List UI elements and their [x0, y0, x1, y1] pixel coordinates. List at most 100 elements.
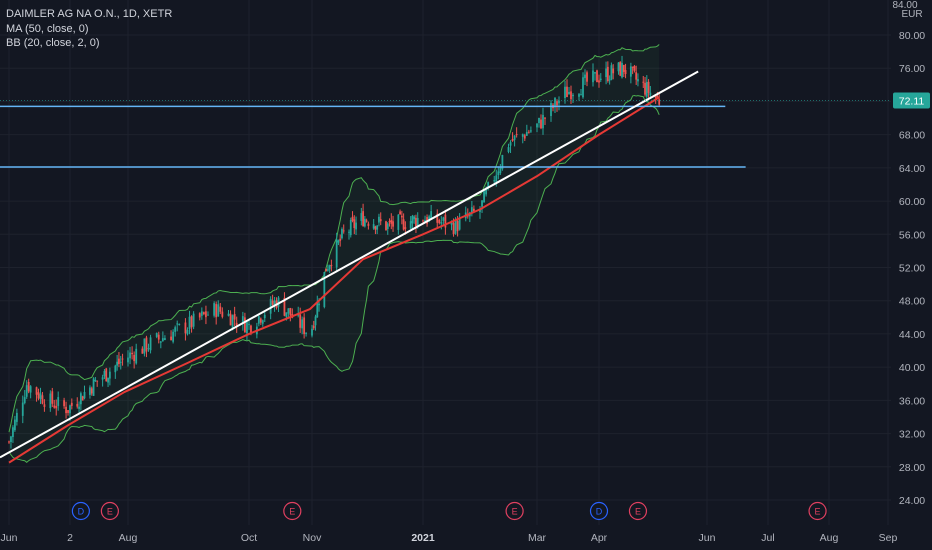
candle-body [35, 387, 38, 395]
candle-body [316, 301, 319, 318]
candle-body [207, 314, 209, 316]
candle-body [605, 68, 607, 78]
dividend-event-icon[interactable] [589, 501, 609, 521]
candle-body [263, 314, 266, 319]
candle-body [422, 220, 424, 222]
earnings-event-icon[interactable] [505, 501, 524, 521]
candle-body [385, 221, 387, 230]
candle-body [170, 336, 172, 341]
candle-body [41, 395, 44, 404]
x-tick-label: Aug [119, 532, 138, 544]
candle-body [570, 91, 572, 100]
candle-body [37, 392, 40, 399]
candle-body [485, 189, 488, 195]
ma-legend[interactable]: MA (50, close, 0) [6, 22, 89, 35]
candle-body [314, 316, 317, 326]
candle-body [78, 406, 80, 409]
candle-body [444, 214, 447, 228]
legend: DAIMLER AG NA O.N., 1D, XETR MA (50, clo… [6, 7, 172, 51]
candle-body [599, 78, 602, 81]
candle-body [248, 323, 250, 325]
candle-body [337, 240, 340, 243]
earnings-event-icon[interactable] [283, 501, 302, 521]
candle-body [192, 313, 195, 327]
time-axis-bg [0, 525, 932, 550]
candle-body [241, 316, 244, 324]
candle-body [399, 211, 401, 215]
candle-body [568, 91, 570, 95]
candle-body [15, 412, 18, 422]
candle-body [372, 224, 375, 229]
ma-line [8, 96, 660, 464]
moving-average [8, 96, 660, 464]
candle-body [147, 348, 150, 350]
candle-body [164, 338, 166, 340]
candle-body [271, 300, 274, 305]
candle-body [525, 132, 528, 136]
candle-body [233, 314, 236, 320]
candle-body [219, 306, 222, 312]
candle-body [645, 82, 648, 97]
candle-body [572, 94, 574, 97]
candle-body [637, 79, 639, 82]
candle-body [428, 216, 431, 222]
candle-body [367, 223, 370, 226]
candle-body [326, 269, 329, 271]
candle-body [633, 66, 636, 71]
candle-body [495, 175, 498, 184]
candle-body [624, 69, 627, 75]
trend-line[interactable] [0, 70, 699, 459]
candle-body [351, 216, 354, 221]
candle-body [349, 220, 352, 236]
event-label: E [815, 507, 821, 517]
candle-body [644, 82, 646, 95]
candle-body [81, 396, 84, 401]
candle-body [642, 81, 645, 83]
candle-body [388, 221, 391, 223]
candle-body [544, 117, 546, 119]
candle-body [578, 94, 580, 97]
time-axis[interactable]: Jun 2 Aug Oct Nov 2021 Mar Apr Jun Jul Aug Sep [0, 525, 932, 550]
candle-body [103, 370, 106, 377]
bb-legend[interactable]: BB (20, close, 2, 0) [6, 37, 100, 49]
candle-body [105, 368, 108, 382]
candle-body [335, 239, 338, 268]
horizontal-lines[interactable] [0, 105, 746, 168]
symbol-title[interactable]: DAIMLER AG NA O.N., 1D, XETR [6, 8, 173, 20]
candle-body [186, 329, 189, 335]
candle-body [342, 230, 345, 232]
candle-body [25, 385, 28, 397]
candle-body [392, 221, 394, 227]
last-price-box [893, 92, 930, 109]
candle-body [8, 441, 10, 443]
candle-body [285, 312, 288, 318]
candle-body [529, 130, 532, 132]
dividend-event-icon[interactable] [71, 501, 90, 521]
candle-body [430, 211, 433, 220]
candle-body [456, 220, 459, 232]
candle-body [598, 80, 600, 83]
candle-body [172, 331, 175, 342]
candle-body [149, 337, 152, 351]
earnings-event-icon[interactable] [100, 501, 119, 521]
candle-body [188, 316, 191, 329]
earnings-event-icon[interactable] [628, 501, 648, 521]
candles [8, 55, 661, 449]
candle-body [564, 86, 566, 99]
candle-body [386, 223, 389, 229]
y-tick-label: 76.00 [899, 63, 925, 75]
earnings-event-icon[interactable] [808, 501, 827, 521]
candle-body [550, 102, 552, 116]
candle-body [582, 77, 584, 98]
y-tick-label: 36.00 [899, 395, 925, 407]
candle-body [402, 219, 405, 230]
y-tick-label: 40.00 [899, 362, 925, 374]
candle-body [592, 70, 594, 83]
trendline[interactable] [0, 70, 699, 459]
band-fill [9, 44, 660, 463]
candle-body [311, 328, 313, 336]
candle-body [217, 304, 220, 317]
